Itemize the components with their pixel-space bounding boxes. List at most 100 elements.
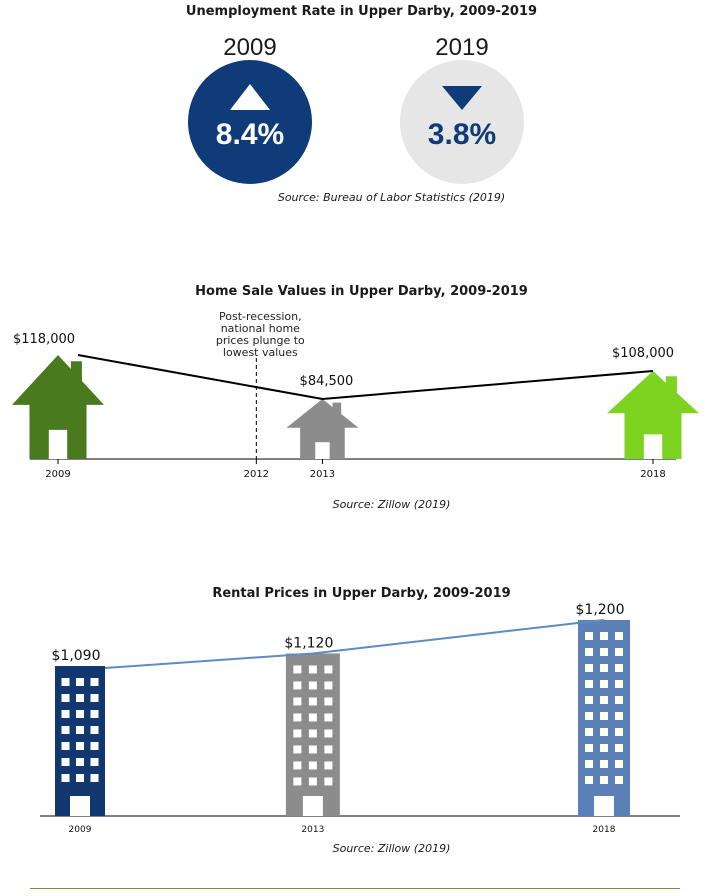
house-door: [643, 434, 663, 459]
building-window: [308, 745, 317, 754]
building-window: [61, 710, 70, 718]
building-window: [76, 758, 84, 766]
building-window: [76, 726, 84, 734]
building-window: [308, 777, 317, 786]
building-window: [76, 710, 84, 718]
building-window: [324, 713, 333, 722]
building-window: [308, 713, 317, 722]
home-value-label: $118,000: [13, 332, 75, 347]
x-tick-label: 2013: [310, 469, 335, 480]
rent-value-label: $1,200: [576, 602, 625, 618]
house-door: [48, 429, 68, 459]
annotation-text: Post-recession,: [219, 310, 302, 323]
building-window: [615, 776, 623, 784]
building-window: [615, 744, 623, 752]
building-window: [600, 728, 608, 736]
house-icon: [607, 371, 699, 459]
home-value-label: $84,500: [300, 374, 354, 389]
building-window: [615, 728, 623, 736]
unemployment-2009-circle: 8.4%: [188, 60, 312, 184]
building-window: [90, 758, 99, 766]
house-icon: [12, 355, 104, 459]
house-chimney: [332, 402, 342, 423]
building-window: [585, 664, 593, 672]
annotation-text: national home: [221, 322, 300, 335]
building-window: [600, 712, 608, 720]
rental-title: Rental Prices in Upper Darby, 2009-2019: [212, 586, 511, 601]
building-window: [615, 680, 623, 688]
building-window: [600, 632, 608, 640]
house-roof: [12, 355, 104, 405]
x-tick-label: 2009: [45, 469, 70, 480]
rent-value-label: $1,120: [284, 635, 333, 651]
building-window: [585, 712, 593, 720]
building-window: [61, 758, 70, 766]
building-window: [308, 729, 317, 738]
building-window: [76, 774, 84, 782]
unemployment-2019-value: 3.8%: [427, 118, 497, 151]
building-window: [615, 696, 623, 704]
building-window: [293, 713, 302, 722]
building-window: [324, 761, 333, 770]
building-window: [600, 744, 608, 752]
rental-source: Source: Zillow (2019): [332, 842, 451, 855]
building-window: [600, 648, 608, 656]
building-window: [324, 729, 333, 738]
building-window: [615, 664, 623, 672]
rent-value-label: $1,090: [52, 648, 101, 664]
building-window: [585, 776, 593, 784]
building-window: [293, 745, 302, 754]
building-window: [600, 776, 608, 784]
building-window: [324, 697, 333, 706]
building-window: [61, 774, 70, 782]
building-window: [585, 728, 593, 736]
building-window: [585, 760, 593, 768]
building-window: [585, 744, 593, 752]
building-door: [594, 796, 614, 816]
building-window: [293, 681, 302, 690]
building-window: [90, 774, 99, 782]
building-window: [90, 678, 99, 686]
building-window: [61, 678, 70, 686]
building-window: [615, 760, 623, 768]
unemployment-source: Source: Bureau of Labor Statistics (2019…: [277, 191, 506, 204]
building-door: [70, 796, 90, 816]
building-window: [585, 648, 593, 656]
building-window: [585, 696, 593, 704]
building-window: [76, 742, 84, 750]
building-window: [293, 665, 302, 674]
up-triangle-icon: [230, 84, 270, 110]
building-window: [293, 697, 302, 706]
building-window: [76, 694, 84, 702]
building-window: [615, 632, 623, 640]
building-window: [293, 777, 302, 786]
house-door: [315, 442, 330, 459]
home-sale-source: Source: Zillow (2019): [332, 498, 451, 511]
building-icon: [55, 666, 105, 816]
building-window: [90, 742, 99, 750]
building-window: [90, 694, 99, 702]
down-triangle-icon: [442, 86, 482, 110]
building-window: [61, 726, 70, 734]
building-window: [615, 648, 623, 656]
x-tick-label: 2013: [301, 825, 324, 835]
year-2019-label: 2019: [435, 34, 489, 61]
x-tick-label: 2018: [640, 469, 665, 480]
building-window: [76, 678, 84, 686]
building-window: [324, 681, 333, 690]
house-icon: [286, 399, 359, 459]
x-tick-label: 2009: [69, 825, 92, 835]
building-window: [324, 745, 333, 754]
annotation-text: prices plunge to: [216, 334, 305, 347]
building-window: [293, 761, 302, 770]
house-roof: [286, 399, 359, 428]
building-window: [308, 697, 317, 706]
annotation-text: lowest values: [223, 346, 298, 359]
building-window: [600, 664, 608, 672]
home-value-line: [77, 354, 654, 401]
house-chimney: [70, 361, 82, 397]
home-value-label: $108,000: [612, 346, 674, 361]
building-window: [600, 696, 608, 704]
building-window: [308, 681, 317, 690]
x-tick-label: 2012: [244, 469, 269, 480]
